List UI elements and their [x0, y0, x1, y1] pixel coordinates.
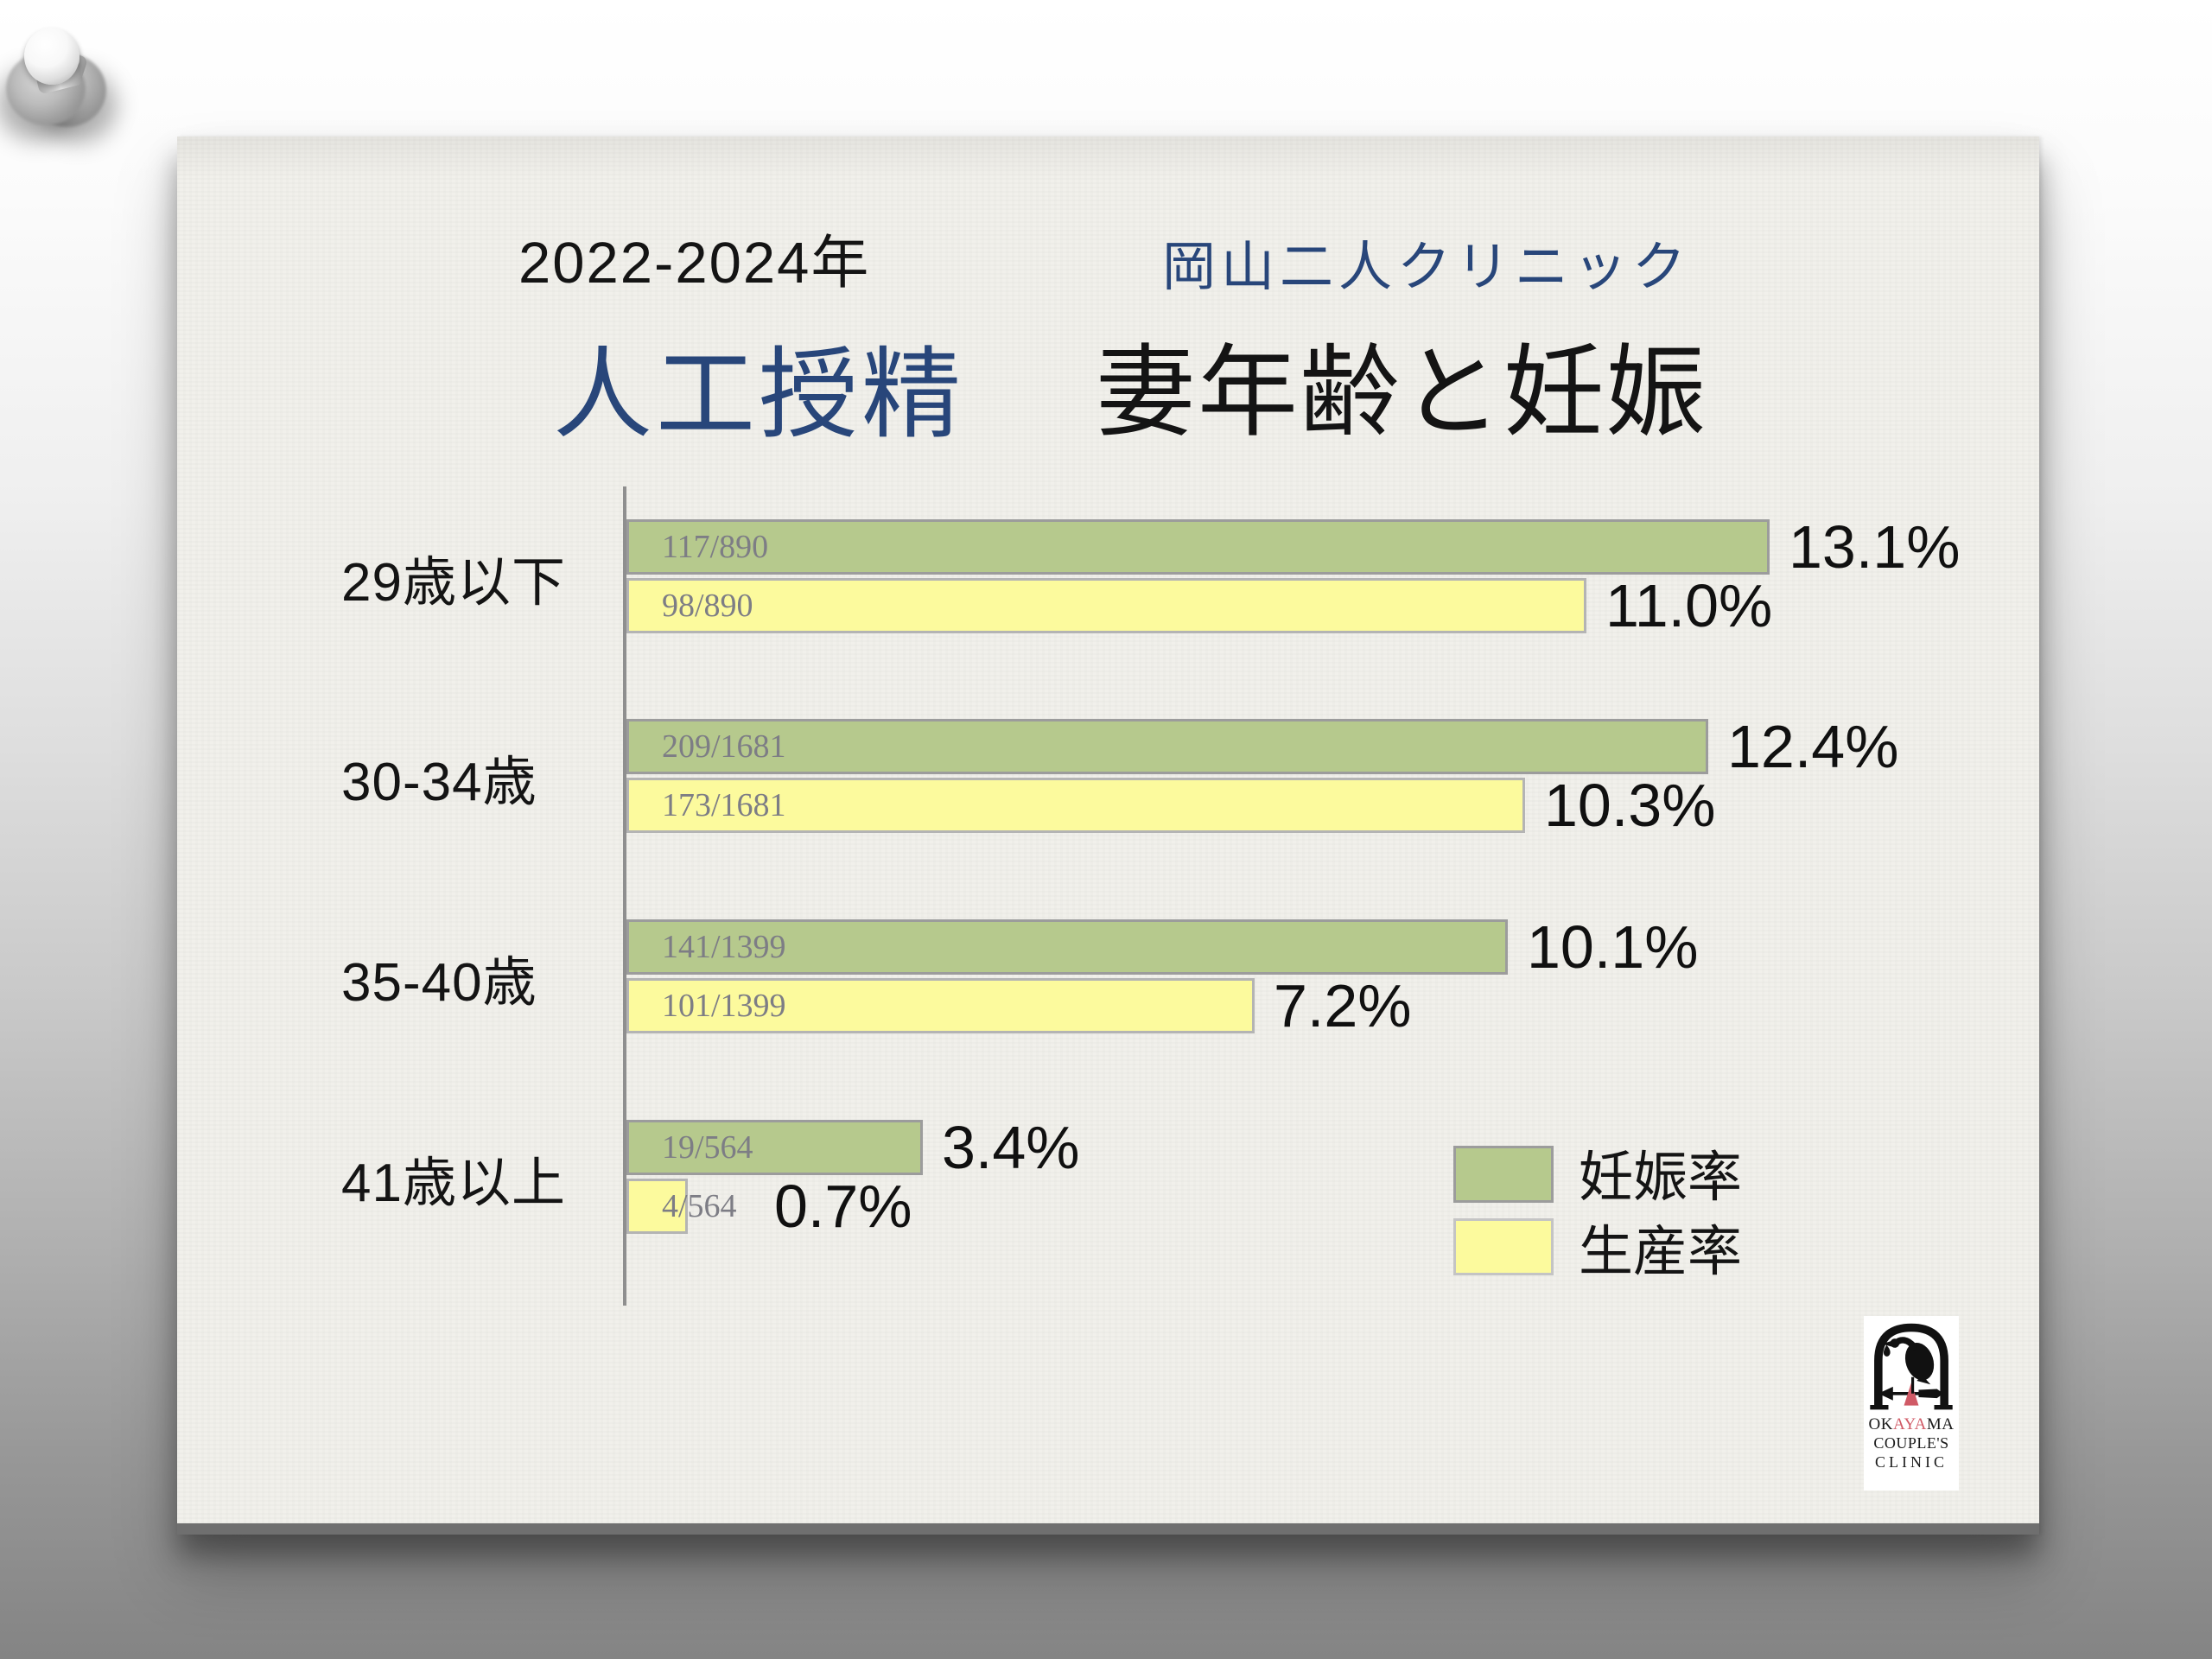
percent-label: 7.2% [1274, 972, 1412, 1039]
category-label: 41歳以上 [341, 1154, 566, 1213]
percent-label: 12.4% [1727, 713, 1899, 780]
push-pin-right [0, 0, 156, 156]
pregnancy-rate-bar: 19/564 [626, 1120, 923, 1175]
fraction-label: 4/564 [662, 1188, 737, 1224]
pregnancy-rate-bar: 117/890 [626, 519, 1770, 575]
pregnancy-rate-bar: 141/1399 [626, 919, 1508, 975]
push-pin-head [24, 28, 79, 85]
category-label: 30-34歳 [341, 753, 537, 812]
pregnancy-rate-bar: 209/1681 [626, 719, 1708, 774]
category-label: 35-40歳 [341, 953, 537, 1013]
clinic-name: 岡山二人クリニック [1162, 238, 1692, 297]
bar-group-30-34: 209/1681 12.4% 173/1681 10.3% [626, 713, 2039, 839]
live-birth-rate-bar: 173/1681 [626, 778, 1525, 833]
legend-swatch-live-birth [1453, 1218, 1554, 1275]
live-birth-rate-bar: 98/890 [626, 578, 1586, 633]
period-text: 2022-2024年 [518, 231, 871, 296]
slide-title-subject: 妻年齢と妊娠 [1096, 336, 1707, 448]
percent-label: 11.0% [1605, 572, 1773, 639]
category-label: 29歳以下 [341, 553, 566, 613]
percent-label: 10.1% [1527, 913, 1699, 981]
clinic-logo: OKAYAMA COUPLE'S CLINIC [1864, 1316, 1959, 1491]
bar-group-35-40: 141/1399 10.1% 101/1399 7.2% [626, 913, 2039, 1039]
fraction-label: 98/890 [662, 588, 753, 624]
fraction-label: 141/1399 [662, 929, 786, 965]
percent-label: 3.4% [942, 1114, 1080, 1181]
logo-text-couples: COUPLE'S [1873, 1434, 1949, 1452]
pregnancy-bar-row: 117/890 13.1% [626, 513, 2039, 581]
fraction-label: 117/890 [662, 529, 769, 565]
fraction-label: 101/1399 [662, 988, 786, 1024]
fraction-label: 209/1681 [662, 728, 786, 765]
legend-label-live-birth: 生産率 [1579, 1221, 1742, 1282]
live-birth-bar-row: 101/1399 7.2% [626, 972, 2039, 1039]
percent-label: 13.1% [1789, 513, 1961, 581]
legend-swatch-pregnancy [1453, 1146, 1554, 1203]
bar-group-over41: 19/564 3.4% 4/564 0.7% [626, 1114, 2039, 1240]
stork-logo-icon [1870, 1323, 1953, 1410]
logo-text-okayama: OKAYAMA [1868, 1415, 1955, 1433]
y-axis-line [623, 486, 626, 1306]
bar-group-under29: 117/890 13.1% 98/890 11.0% [626, 513, 2039, 639]
percent-label: 0.7% [774, 1173, 912, 1240]
fraction-label: 19/564 [662, 1129, 753, 1166]
pregnancy-bar-row: 141/1399 10.1% [626, 913, 2039, 981]
live-birth-rate-bar: 101/1399 [626, 978, 1255, 1033]
slide-title-procedure: 人工授精 [553, 340, 965, 450]
live-birth-bar-row: 98/890 11.0% [626, 572, 2039, 639]
fraction-label: 173/1681 [662, 787, 786, 823]
slide-paper: 2022-2024年 岡山二人クリニック 人工授精 妻年齢と妊娠 29歳以下 3… [177, 137, 2039, 1535]
pregnancy-bar-row: 19/564 3.4% [626, 1114, 2039, 1181]
live-birth-bar-row: 173/1681 10.3% [626, 772, 2039, 839]
percent-label: 10.3% [1544, 772, 1716, 839]
live-birth-rate-bar: 4/564 [626, 1179, 737, 1234]
live-birth-bar-row: 4/564 0.7% [626, 1173, 2039, 1240]
logo-text-clinic: CLINIC [1875, 1453, 1948, 1471]
pregnancy-bar-row: 209/1681 12.4% [626, 713, 2039, 780]
legend-label-pregnancy: 妊娠率 [1579, 1147, 1742, 1208]
